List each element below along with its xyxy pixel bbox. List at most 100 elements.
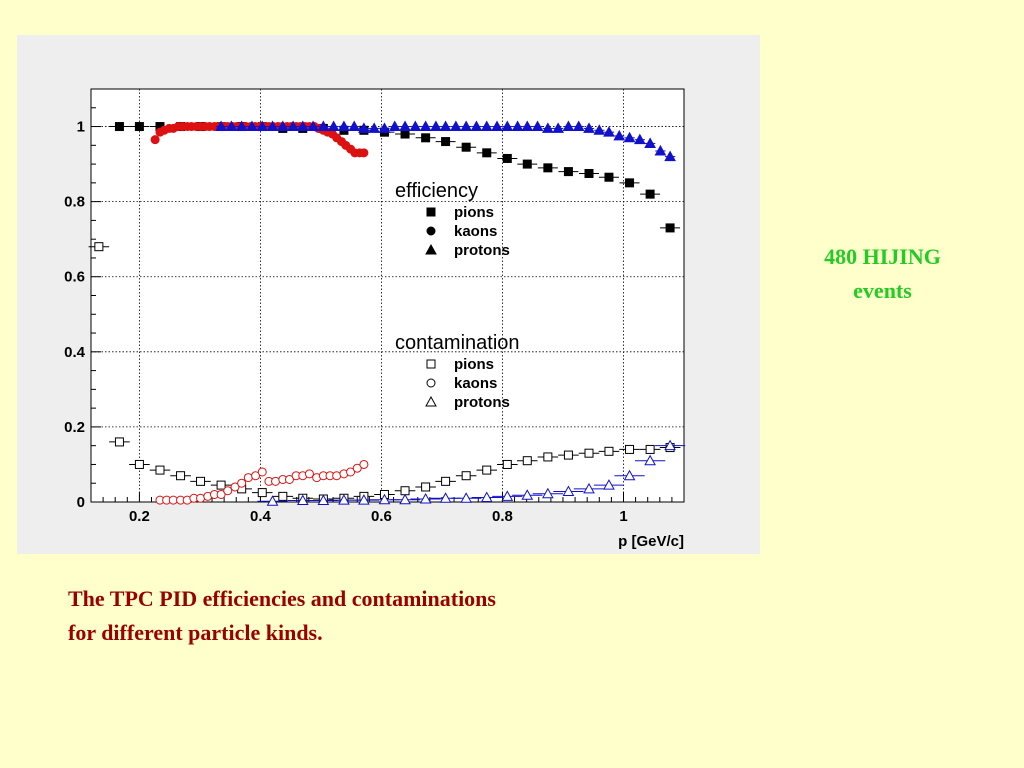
data-point [134, 122, 144, 132]
data-point [358, 494, 370, 505]
data-point [583, 482, 595, 494]
data-point [400, 129, 410, 139]
data-point [441, 137, 451, 147]
data-point [511, 120, 524, 132]
data-point [665, 223, 675, 233]
data-point [400, 486, 410, 496]
data-point [603, 126, 615, 137]
data-point [338, 494, 350, 505]
data-point [593, 124, 606, 135]
data-point [307, 120, 319, 132]
data-point [563, 167, 573, 177]
data-point [552, 122, 564, 133]
data-point [225, 120, 238, 132]
data-point [625, 444, 635, 454]
data-point [491, 120, 503, 132]
legend-efficiency: efficiency pions kaons protons [395, 180, 510, 259]
data-point [409, 120, 422, 132]
data-point [645, 189, 655, 199]
data-point [317, 120, 330, 132]
side-note-line-2: events [853, 278, 912, 303]
data-point [584, 448, 594, 458]
y-tick-label: 0.8 [64, 194, 85, 211]
data-point [482, 465, 492, 475]
data-point [603, 479, 615, 490]
data-point [251, 471, 261, 481]
data-point [645, 444, 655, 454]
data-point [304, 469, 314, 479]
data-point [584, 168, 594, 178]
data-point [522, 159, 532, 169]
x-tick-label: 0.8 [492, 508, 513, 525]
x-axis-label: p [GeV/c] [618, 533, 684, 550]
legend-title: efficiency [395, 180, 478, 202]
data-point [155, 465, 165, 475]
data-point [604, 446, 614, 456]
data-point [623, 131, 636, 143]
data-point [287, 120, 299, 132]
data-point [243, 473, 253, 483]
data-point [625, 178, 635, 188]
data-point [654, 144, 667, 156]
data-point [502, 459, 512, 469]
legend-label: kaons [454, 223, 497, 240]
data-point [480, 491, 493, 502]
data-point [583, 122, 595, 133]
data-point [543, 163, 553, 173]
data-point [461, 471, 471, 481]
y-tick-label: 0.2 [64, 419, 85, 436]
data-point [482, 148, 492, 158]
data-point [664, 439, 676, 451]
data-point [317, 494, 330, 505]
data-point [419, 492, 432, 504]
data-point [430, 120, 442, 132]
data-point [421, 482, 431, 492]
data-point [522, 456, 532, 466]
data-point [604, 172, 614, 182]
data-point [215, 120, 227, 132]
data-point [623, 469, 636, 481]
data-point [572, 120, 585, 132]
data-point [237, 478, 247, 488]
data-point [296, 120, 309, 132]
data-point [644, 137, 656, 148]
legend-marker [426, 207, 436, 217]
data-point [368, 122, 381, 133]
data-point [338, 120, 350, 132]
data-point [327, 120, 340, 132]
data-point [562, 485, 575, 496]
plot-frame [90, 88, 685, 503]
data-point [439, 120, 452, 132]
series-contamination-protons [257, 439, 686, 506]
data-point [359, 148, 369, 158]
data-point [276, 120, 289, 132]
data-point [352, 463, 362, 473]
data-point [501, 120, 514, 132]
legend-label: pions [454, 204, 494, 221]
y-tick-label: 0.6 [64, 269, 85, 286]
data-point [134, 459, 144, 469]
data-point [176, 471, 186, 481]
data-point [563, 450, 573, 460]
legend-marker [426, 378, 436, 388]
x-tick-label: 0.6 [371, 508, 392, 525]
legend-label: pions [454, 356, 494, 373]
data-point [562, 120, 575, 132]
side-note-line-1: 480 HIJING [824, 244, 941, 269]
data-point [114, 122, 124, 132]
legend-label: kaons [454, 375, 497, 392]
data-point [196, 476, 206, 486]
x-tick-label: 0.4 [250, 508, 272, 525]
series-contamination-kaons [155, 459, 369, 505]
data-point [531, 120, 544, 132]
data-point [378, 122, 391, 133]
data-point [419, 120, 432, 132]
legend-marker [425, 243, 437, 255]
data-point [332, 471, 342, 481]
data-point [278, 491, 288, 501]
data-point [644, 454, 656, 466]
data-point [439, 492, 452, 503]
caption-line-2: for different particle kinds. [68, 620, 323, 645]
data-point [257, 467, 267, 477]
data-point [399, 493, 411, 505]
